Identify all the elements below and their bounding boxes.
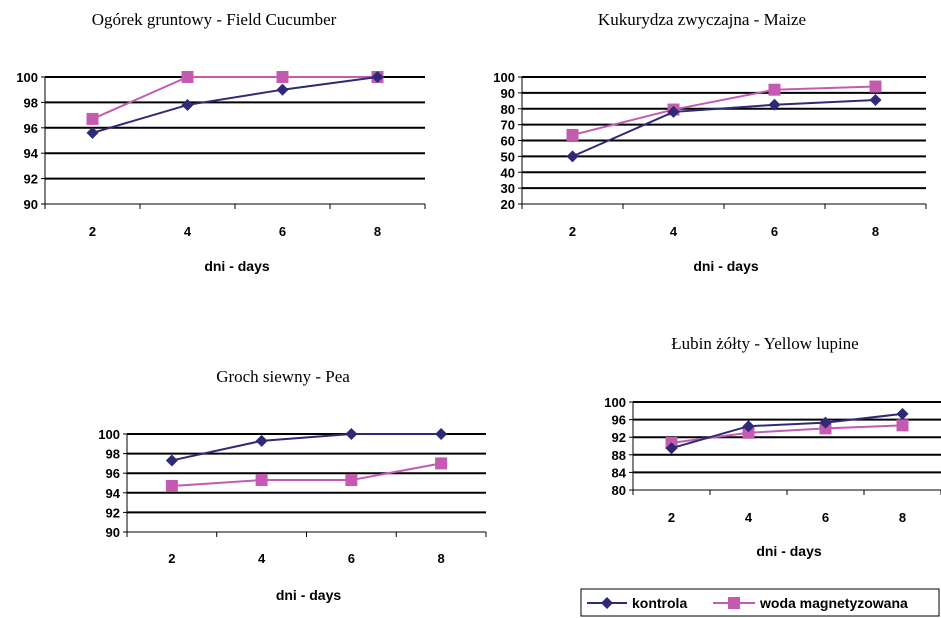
y-tick-label: 94 [24, 146, 39, 161]
data-point-kontrola [667, 105, 680, 118]
legend-marker-diamond [601, 597, 613, 609]
data-point-kontrola [768, 98, 781, 111]
data-point-woda-magnetyzowana [345, 474, 358, 487]
data-point-kontrola [869, 94, 882, 107]
data-point-kontrola [255, 434, 268, 447]
series-line-woda-magnetyzowana [92, 76, 378, 120]
series-line-kontrola [92, 76, 378, 134]
chart-3: Łubin żółty - Yellow lupine8084889296100… [604, 334, 941, 559]
x-axis-label: dni - days [204, 258, 270, 274]
y-tick-label: 92 [24, 172, 38, 187]
series-line-woda-magnetyzowana [171, 462, 442, 487]
chart-1: Kukurydza zwyczajna - Maize2030405060708… [493, 10, 927, 274]
data-point-woda-magnetyzowana [896, 419, 909, 432]
y-tick-label: 100 [604, 395, 626, 410]
legend-marker-square [728, 597, 740, 609]
y-tick-label: 96 [612, 413, 626, 428]
y-tick-label: 60 [501, 134, 515, 149]
series-line-kontrola [671, 412, 903, 450]
y-tick-label: 90 [501, 86, 515, 101]
x-tick-label: 4 [670, 224, 678, 239]
x-axis-label: dni - days [276, 587, 342, 603]
y-tick-label: 96 [24, 121, 38, 136]
y-tick-label: 96 [106, 466, 120, 481]
y-tick-label: 100 [493, 70, 515, 85]
data-point-woda-magnetyzowana [869, 80, 882, 93]
legend-box [580, 588, 940, 617]
series-line-kontrola [171, 433, 442, 462]
chart-title: Groch siewny - Pea [216, 367, 350, 386]
legend-label: woda magnetyzowana [759, 595, 908, 611]
y-tick-label: 70 [501, 118, 515, 133]
chart-2: Groch siewny - Pea 90 92 94 96 98 100 2 4 6 8 dni -… [98, 367, 487, 603]
y-tick-label: 100 [98, 427, 120, 442]
x-tick-label: 4 [745, 510, 753, 525]
data-point-kontrola [371, 71, 384, 83]
x-tick-label: 2 [668, 510, 675, 525]
x-tick-label: 6 [771, 224, 778, 239]
x-tick-label: 6 [348, 551, 355, 566]
data-point-woda-magnetyzowana [255, 474, 268, 487]
data-point-woda-magnetyzowana [165, 479, 178, 492]
data-point-kontrola [181, 98, 194, 111]
y-tick-label: 92 [106, 505, 120, 520]
data-point-kontrola [819, 416, 832, 429]
data-point-kontrola [86, 126, 99, 139]
y-tick-label: 92 [612, 430, 626, 445]
series-line-kontrola [572, 99, 876, 158]
data-point-kontrola [566, 150, 579, 163]
x-tick-label: 4 [184, 224, 192, 239]
x-tick-label: 8 [872, 224, 879, 239]
y-tick-label: 100 [16, 70, 38, 85]
data-point-kontrola [276, 83, 289, 96]
chart-title: Ogórek gruntowy - Field Cucumber [92, 10, 337, 29]
data-point-woda-magnetyzowana [566, 128, 579, 141]
data-point-kontrola [665, 442, 678, 455]
y-tick-label: 98 [106, 447, 120, 462]
y-tick-label: 20 [501, 197, 515, 212]
y-tick-label: 50 [501, 149, 515, 164]
y-tick-label: 40 [501, 165, 515, 180]
x-tick-label: 8 [438, 551, 445, 566]
series-line-woda-magnetyzowana [671, 424, 903, 444]
x-axis-label: dni - days [756, 543, 822, 559]
y-tick-label: 88 [612, 448, 626, 463]
chart-0: Ogórek gruntowy - Field Cucumber 90 92 94 96… [16, 10, 426, 274]
x-tick-label: 8 [899, 510, 906, 525]
data-point-woda-magnetyzowana [742, 426, 755, 439]
y-tick-label: 94 [106, 486, 121, 501]
data-point-woda-magnetyzowana [276, 71, 289, 83]
chart-title: Łubin żółty - Yellow lupine [671, 334, 858, 353]
data-point-woda-magnetyzowana [86, 112, 99, 125]
data-point-kontrola [345, 428, 358, 440]
y-tick-label: 98 [24, 95, 38, 110]
y-tick-label: 80 [612, 483, 626, 498]
x-tick-label: 8 [374, 224, 381, 239]
legend: kontrola woda magnetyzowana [580, 588, 940, 617]
data-point-kontrola [896, 407, 909, 420]
data-point-woda-magnetyzowana [768, 83, 781, 96]
x-axis-label: dni - days [693, 258, 759, 274]
y-tick-label: 90 [24, 197, 38, 212]
y-tick-label: 80 [501, 102, 515, 117]
y-tick-label: 90 [106, 525, 120, 540]
data-point-kontrola [165, 454, 178, 467]
x-tick-label: 4 [258, 551, 266, 566]
x-tick-label: 2 [89, 224, 96, 239]
x-tick-label: 6 [279, 224, 286, 239]
y-tick-label: 84 [612, 465, 627, 480]
x-tick-label: 2 [569, 224, 576, 239]
x-tick-label: 6 [822, 510, 829, 525]
data-point-woda-magnetyzowana [435, 457, 448, 470]
data-point-kontrola [435, 428, 448, 440]
x-tick-label: 2 [168, 551, 175, 566]
charts-group: Ogórek gruntowy - Field Cucumber 90 92 94 96… [16, 10, 941, 603]
data-point-woda-magnetyzowana [181, 71, 194, 83]
y-tick-label: 30 [501, 181, 515, 196]
legend-label: kontrola [632, 595, 687, 611]
chart-title: Kukurydza zwyczajna - Maize [598, 10, 806, 29]
series-line-woda-magnetyzowana [572, 85, 876, 136]
data-point-kontrola [742, 420, 755, 433]
